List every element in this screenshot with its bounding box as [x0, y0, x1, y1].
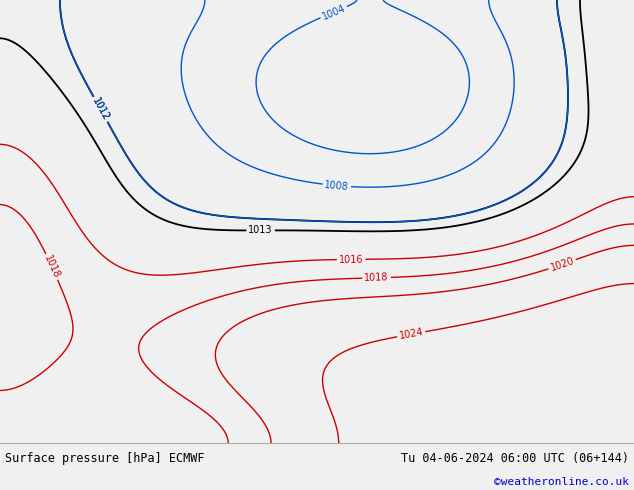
Text: Surface pressure [hPa] ECMWF: Surface pressure [hPa] ECMWF: [5, 452, 205, 465]
Text: 1012: 1012: [90, 96, 111, 122]
Text: 1018: 1018: [364, 272, 389, 283]
Text: 1016: 1016: [339, 254, 363, 265]
Text: 1024: 1024: [398, 327, 424, 342]
Text: 1020: 1020: [549, 256, 576, 273]
Text: 1012: 1012: [90, 96, 111, 122]
Text: Tu 04-06-2024 06:00 UTC (06+144): Tu 04-06-2024 06:00 UTC (06+144): [401, 452, 629, 465]
Text: 1008: 1008: [324, 179, 349, 192]
Text: 1018: 1018: [42, 254, 61, 280]
Text: ©weatheronline.co.uk: ©weatheronline.co.uk: [494, 477, 629, 487]
Text: 1013: 1013: [249, 225, 273, 235]
Text: 1004: 1004: [320, 3, 347, 22]
